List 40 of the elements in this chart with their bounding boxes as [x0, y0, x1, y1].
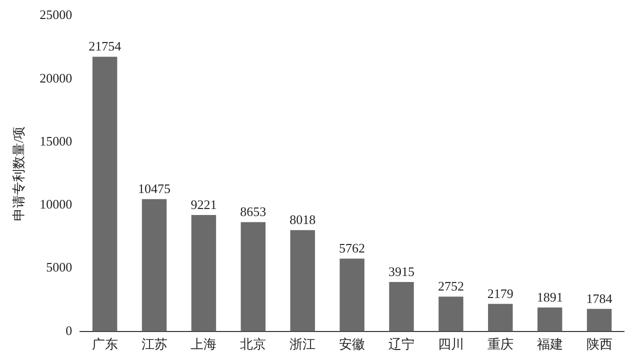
data-label: 3915 [388, 264, 414, 279]
data-label: 8018 [290, 212, 316, 228]
bar [586, 308, 612, 332]
bar [92, 56, 118, 332]
data-label: 9221 [190, 196, 217, 212]
y-tick-label: 20000 [40, 70, 72, 86]
data-label: 8653 [240, 204, 266, 220]
bar [488, 304, 513, 332]
bar [340, 258, 364, 332]
bar [240, 222, 266, 332]
bar [438, 296, 464, 332]
y-tick-label: 0 [66, 322, 72, 338]
y-tick-label: 5000 [46, 260, 72, 275]
x-tick-label: 上海 [190, 336, 217, 352]
x-tick-label: 辽宁 [388, 336, 414, 352]
bar [290, 230, 315, 332]
x-tick-label: 广东 [92, 336, 118, 352]
y-axis-title: 申请专利数量/项 [11, 126, 26, 221]
x-tick-label: 江苏 [141, 336, 168, 352]
data-label: 2179 [487, 286, 514, 301]
y-tick-label: 10000 [40, 196, 72, 212]
x-tick-label: 陕西 [586, 336, 612, 352]
x-tick-label: 福建 [536, 336, 563, 352]
data-label: 1891 [536, 289, 563, 304]
x-tick-label: 四川 [438, 336, 464, 352]
y-tick-label: 15000 [40, 133, 72, 148]
data-label: 10475 [138, 181, 171, 196]
bar [191, 214, 216, 332]
x-tick-label: 安徽 [339, 336, 366, 352]
bar [537, 308, 562, 332]
data-label: 2752 [438, 278, 464, 294]
data-label: 5762 [339, 240, 366, 256]
data-label: 1784 [586, 290, 613, 306]
bar [142, 199, 167, 332]
data-label: 21754 [88, 38, 122, 54]
x-tick-label: 重庆 [487, 336, 514, 352]
y-tick-label: 25000 [40, 7, 72, 22]
bar [389, 282, 414, 332]
x-tick-label: 浙江 [290, 336, 316, 352]
x-tick-label: 北京 [240, 336, 266, 352]
